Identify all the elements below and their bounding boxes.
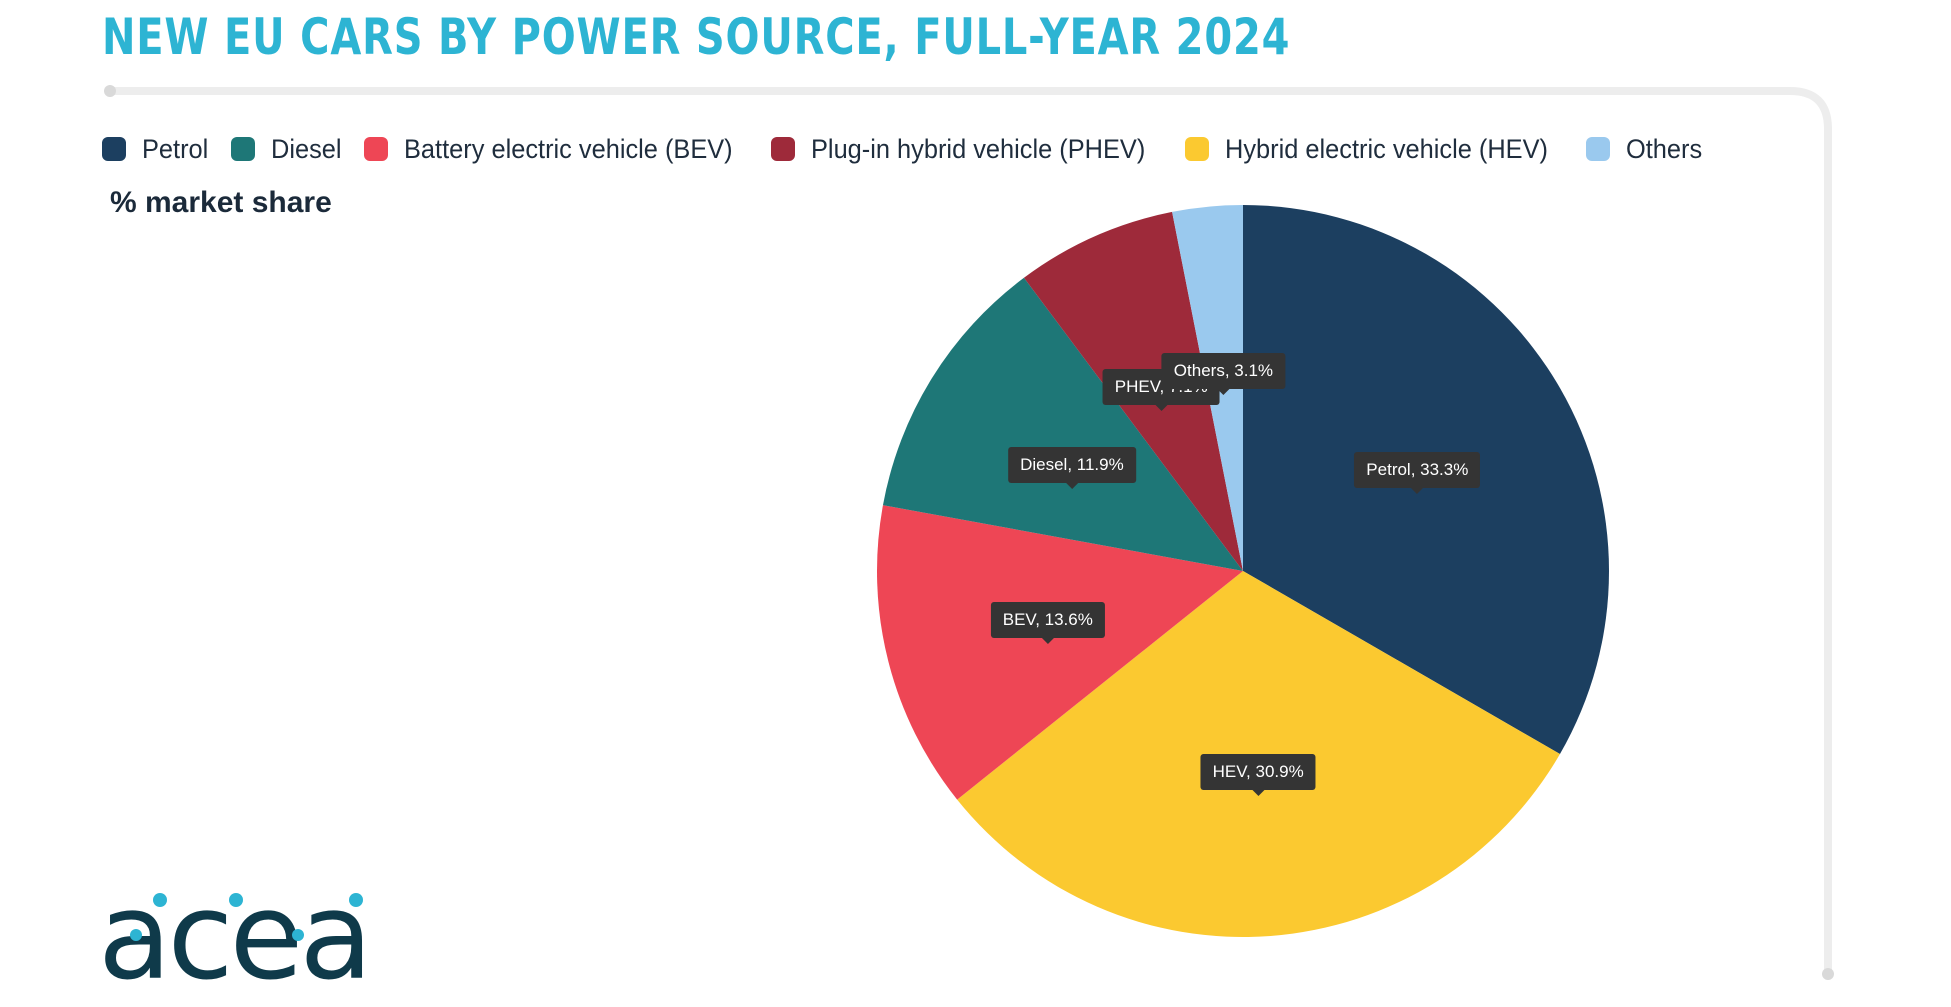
pie-slice-bev[interactable] — [877, 505, 1243, 800]
slice-label-bev: BEV, 13.6% — [990, 602, 1105, 645]
chart-title: NEW EU CARS BY POWER SOURCE, FULL-YEAR 2… — [102, 8, 1291, 66]
legend-item[interactable]: Hybrid electric vehicle (HEV) — [1184, 133, 1569, 165]
legend-swatch — [363, 137, 388, 161]
legend-swatch — [102, 137, 126, 161]
legend-swatch — [1586, 137, 1611, 161]
legend-label: Petrol — [142, 133, 209, 164]
legend-label: Plug-in hybrid vehicle (PHEV) — [811, 133, 1146, 164]
legend-item[interactable]: Petrol — [102, 134, 213, 165]
legend-label: Diesel — [270, 133, 342, 164]
slice-label-petrol: Petrol, 33.3% — [1354, 452, 1481, 495]
logo-dots — [130, 893, 363, 941]
logo-dot — [292, 929, 304, 941]
legend-label: Battery electric vehicle (BEV) — [403, 133, 733, 164]
chart-subtitle: % market share — [110, 186, 332, 219]
legend-swatch — [230, 137, 255, 161]
legend-item[interactable]: Battery electric vehicle (BEV) — [363, 133, 754, 165]
slice-label-others: Others, 3.1% — [1161, 352, 1286, 395]
legend-item[interactable]: Plug-in hybrid vehicle (PHEV) — [771, 134, 1167, 165]
legend-item[interactable]: Diesel — [230, 133, 346, 165]
pie-slice-diesel[interactable] — [882, 277, 1243, 571]
legend-swatch — [1184, 137, 1209, 161]
logo-dot — [229, 893, 243, 907]
slice-label-hev: HEV, 30.9% — [1200, 753, 1316, 796]
legend-item[interactable]: Others — [1586, 134, 1707, 165]
logo-dot — [130, 929, 142, 941]
logo-dot — [349, 893, 363, 907]
legend-label: Others — [1626, 133, 1703, 164]
legend: Petrol Diesel Battery electric vehicle (BE… — [102, 132, 1725, 166]
legend-label: Hybrid electric vehicle (HEV) — [1224, 133, 1548, 164]
slice-label-diesel: Diesel, 11.9% — [1008, 446, 1136, 489]
logo-dot — [153, 893, 167, 907]
legend-swatch — [771, 137, 796, 161]
